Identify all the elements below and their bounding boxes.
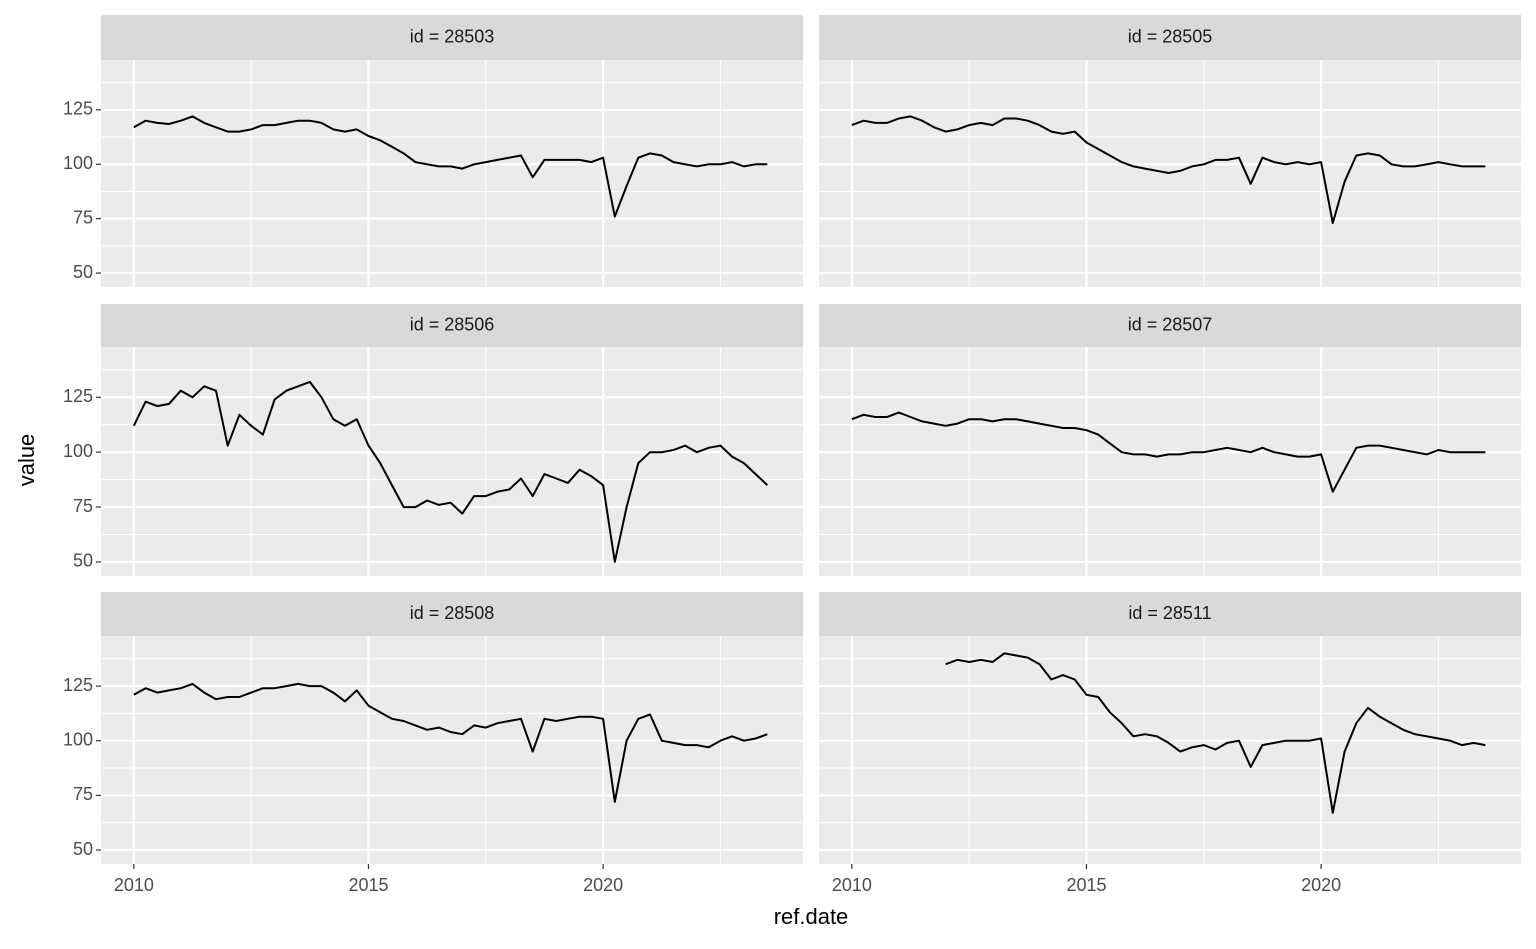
- strip-title: id = 28511: [1128, 603, 1211, 623]
- series-line: [851, 115, 1486, 224]
- panel: [101, 347, 803, 576]
- strip: [101, 304, 803, 347]
- panel: [819, 636, 1521, 864]
- strip: [819, 15, 1521, 60]
- strip-title: id = 28505: [1128, 26, 1213, 46]
- panel: [819, 347, 1521, 576]
- y-tick-label: 50: [73, 839, 93, 859]
- strip: [101, 592, 803, 636]
- strip: [101, 15, 803, 60]
- x-tick-label: 2010: [114, 875, 154, 895]
- panel: [101, 636, 803, 864]
- y-tick-label: 75: [73, 207, 93, 227]
- x-tick-label: 2015: [348, 875, 388, 895]
- strip: [819, 592, 1521, 636]
- strip: [819, 304, 1521, 347]
- x-tick-label: 2020: [583, 875, 623, 895]
- y-tick-label: 50: [73, 551, 93, 571]
- strip-title: id = 28503: [410, 26, 495, 46]
- series-line: [851, 411, 1486, 493]
- series-line: [945, 652, 1486, 814]
- x-tick-label: 2020: [1301, 875, 1341, 895]
- strip-title: id = 28507: [1128, 314, 1213, 334]
- y-tick-label: 125: [63, 99, 93, 119]
- x-tick-label: 2010: [832, 875, 872, 895]
- strip-title: id = 28508: [410, 603, 495, 623]
- x-tick-label: 2015: [1066, 875, 1106, 895]
- strip-title: id = 28506: [410, 314, 495, 334]
- y-tick-label: 50: [73, 262, 93, 282]
- y-axis-label: value: [14, 434, 39, 487]
- y-tick-label: 125: [63, 675, 93, 695]
- y-tick-label: 100: [63, 729, 93, 749]
- y-tick-label: 100: [63, 441, 93, 461]
- y-tick-label: 75: [73, 784, 93, 804]
- y-tick-label: 75: [73, 496, 93, 516]
- series-line: [132, 380, 768, 563]
- series-line: [133, 115, 768, 218]
- y-tick-label: 100: [63, 153, 93, 173]
- series-line: [133, 682, 768, 803]
- x-axis-label: ref.date: [774, 904, 849, 929]
- panel: [101, 60, 803, 287]
- y-tick-label: 125: [63, 386, 93, 406]
